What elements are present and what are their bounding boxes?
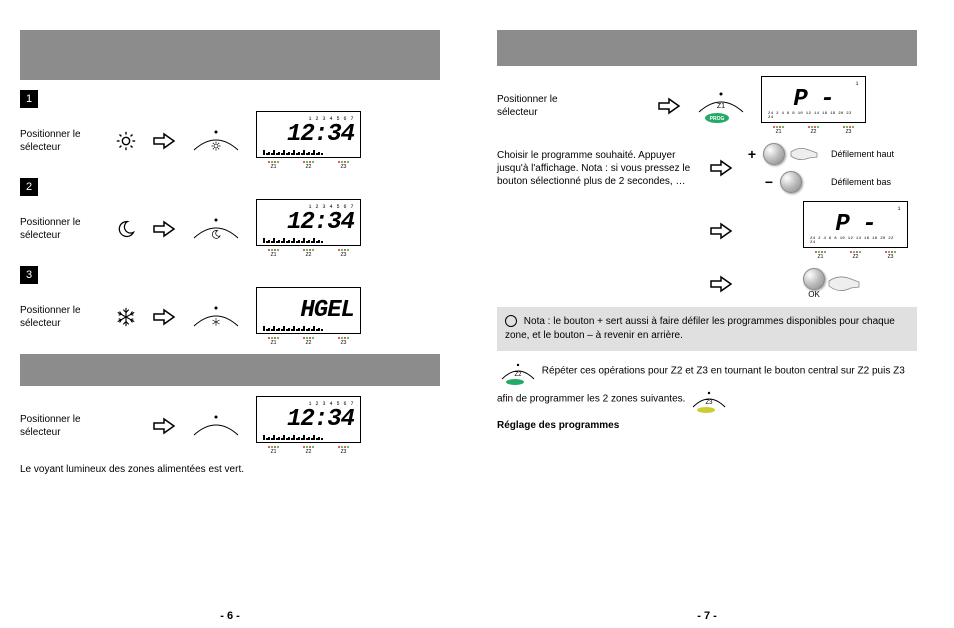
- led-strip-2: Z1 Z2 Z3: [256, 249, 361, 258]
- lcd-block-4: 1 2 3 4 5 6 7 12:34 Z1 Z2 Z3: [256, 396, 361, 455]
- circle-icon: [505, 315, 517, 327]
- arrow-right-icon: [657, 94, 681, 118]
- minus-button[interactable]: [780, 171, 802, 193]
- led-strip-3: Z1 Z2 Z3: [256, 337, 361, 346]
- page-number-7: - 7 -: [477, 610, 937, 622]
- scroll-down-label: Défilement bas: [831, 177, 894, 187]
- lcd-block-2: 1 2 3 4 5 6 7 12:34 Z1 Z2 Z3: [256, 199, 361, 258]
- lcd-block-1: 1 2 3 4 5 6 7 12:34 Z1 Z2 Z3: [256, 111, 361, 170]
- plus-button[interactable]: [763, 143, 785, 165]
- svg-text:Z1: Z1: [717, 103, 725, 110]
- dial-snow: [188, 296, 244, 338]
- r-step1-text: Positionner le sélecteur: [497, 93, 577, 119]
- dial-z2-icon: Z2: [497, 357, 539, 385]
- arrow-right-icon: [152, 129, 176, 153]
- led-strip-r1: Z1 Z2 Z3: [761, 126, 866, 135]
- step-2-badge: 2: [20, 178, 38, 196]
- lcd-timeline: [263, 435, 354, 440]
- dial-sun: [188, 120, 244, 162]
- step-1-badge: 1: [20, 90, 38, 108]
- lcd-timeline-labels: 24 2 4 6 8 10 12 14 16 18 20 22 24: [768, 112, 859, 120]
- lcd-sub: 1: [897, 206, 901, 213]
- lcd-timeline: [263, 326, 354, 331]
- lcd-timeline: [263, 150, 354, 155]
- step-1-row: Positionner le sélecteur 1 2 3 4 5 6 7 1…: [20, 111, 440, 170]
- arrow-right-icon: [152, 305, 176, 329]
- lcd-block-p2: 1 P - 24 2 4 6 8 10 12 14 16 18 20 22 24…: [803, 201, 908, 260]
- svg-text:Z2: Z2: [514, 372, 522, 378]
- lcd-p: P -: [768, 88, 859, 112]
- instruction-para: Z2 Répéter ces opérations pour Z2 et Z3 …: [497, 357, 917, 413]
- led-strip-4: Z1 Z2 Z3: [256, 446, 361, 455]
- lcd-hgel: HGEL: [263, 299, 354, 323]
- lcd-block-p1: 1 P - 24 2 4 6 8 10 12 14 16 18 20 22 24…: [761, 76, 866, 135]
- lcd-p: P -: [810, 213, 901, 237]
- step-1-text: Positionner le sélecteur: [20, 128, 100, 154]
- plus-minus-buttons: + −: [745, 143, 819, 193]
- r-step4-row: OK: [497, 268, 917, 299]
- arrow-right-icon: [709, 272, 733, 296]
- sun-icon: [112, 127, 140, 155]
- auto-row: Positionner le sélecteur 1 2 3 4 5 6 7 1…: [20, 396, 440, 455]
- plus-icon: +: [745, 146, 759, 162]
- r-step2-text: Choisir le programme souhaité. Appuyer j…: [497, 149, 697, 188]
- step-3-row: Positionner le sélecteur HGEL Z1 Z2 Z3: [20, 287, 440, 346]
- note-text: Nota : le bouton + sert aussi à faire dé…: [505, 316, 895, 341]
- arrow-right-icon: [152, 217, 176, 241]
- arrow-right-icon: [709, 156, 733, 180]
- section-header-1: [20, 30, 440, 80]
- dial-moon: [188, 208, 244, 250]
- svg-text:Z3: Z3: [706, 400, 714, 406]
- step-2-row: Positionner le sélecteur 1 2 3 4 5 6 7 1…: [20, 199, 440, 258]
- arrow-right-icon: [152, 414, 176, 438]
- r-step1-row: Positionner le sélecteur Z1 PROG 1 P - 24…: [497, 76, 917, 135]
- minus-icon: −: [762, 174, 776, 190]
- ok-label: OK: [808, 290, 820, 299]
- finger-icon: [827, 272, 861, 296]
- page-7: Positionner le sélecteur Z1 PROG 1 P - 24…: [477, 0, 937, 628]
- r-step2-row: Choisir le programme souhaité. Appuyer j…: [497, 143, 917, 193]
- step-3-text: Positionner le sélecteur: [20, 304, 100, 330]
- lcd-time: 12:34: [263, 211, 354, 235]
- lcd-timeline-labels: 24 2 4 6 8 10 12 14 16 18 20 22 24: [810, 237, 901, 245]
- lcd-time: 12:34: [263, 408, 354, 432]
- arrow-right-icon: [709, 219, 733, 243]
- lcd-time: 12:34: [263, 123, 354, 147]
- section-header-right: [497, 30, 917, 66]
- dial-auto: [188, 405, 244, 447]
- page-6: 1 Positionner le sélecteur 1 2 3 4 5 6 7…: [0, 0, 460, 628]
- led-strip-r2: Z1 Z2 Z3: [803, 251, 908, 260]
- lcd-timeline: [263, 238, 354, 243]
- ok-button[interactable]: [803, 268, 825, 290]
- r-step3-row: 1 P - 24 2 4 6 8 10 12 14 16 18 20 22 24…: [497, 201, 917, 260]
- dial-prog-z1: Z1 PROG: [693, 85, 749, 127]
- snowflake-icon: [112, 303, 140, 331]
- dial-z3-icon: Z3: [688, 385, 730, 413]
- instruction-bold: Réglage des programmes: [497, 419, 917, 433]
- step-2-text: Positionner le sélecteur: [20, 216, 100, 242]
- step-3-badge: 3: [20, 266, 38, 284]
- svg-text:PROG: PROG: [710, 116, 725, 122]
- page-number-6: - 6 -: [0, 610, 460, 622]
- auto-text: Positionner le sélecteur: [20, 413, 100, 439]
- finger-icon: [789, 144, 819, 164]
- section-header-2: [20, 354, 440, 386]
- led-strip-1: Z1 Z2 Z3: [256, 161, 361, 170]
- note-bar: Nota : le bouton + sert aussi à faire dé…: [497, 307, 917, 351]
- scroll-up-label: Défilement haut: [831, 149, 894, 159]
- moon-icon: [112, 215, 140, 243]
- footnote-left: Le voyant lumineux des zones alimentées …: [20, 463, 440, 477]
- lcd-block-3: HGEL Z1 Z2 Z3: [256, 287, 361, 346]
- lcd-sub: 1: [855, 81, 859, 88]
- ok-button-press: OK: [803, 268, 861, 299]
